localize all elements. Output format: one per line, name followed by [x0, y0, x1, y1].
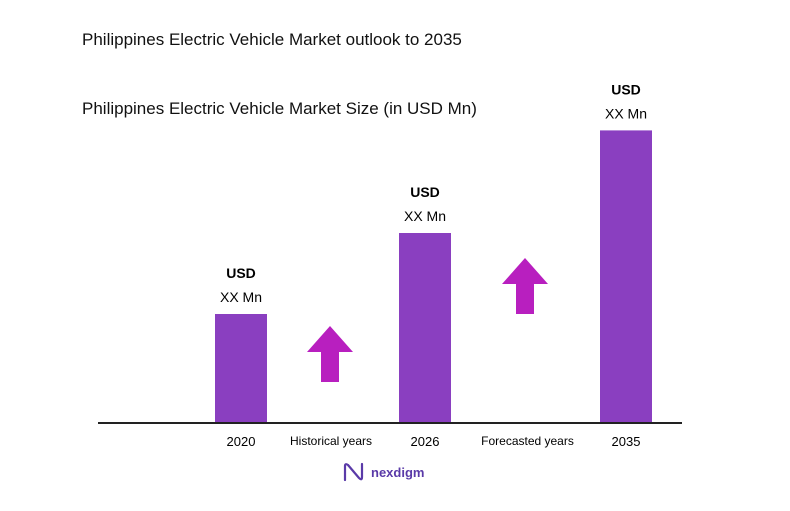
x-tick-label: 2035 — [612, 434, 641, 449]
period-label: Forecasted years — [481, 434, 574, 448]
growth-arrow-icon — [502, 258, 548, 314]
chart-subtitle: Philippines Electric Vehicle Market Size… — [82, 99, 477, 118]
value-label-bottom: XX Mn — [404, 208, 446, 224]
bar-2026 — [399, 233, 451, 422]
nexdigm-logo: nexdigm — [343, 462, 424, 482]
nexdigm-logo-icon — [343, 462, 364, 482]
chart-title: Philippines Electric Vehicle Market outl… — [82, 30, 462, 49]
period-label: Historical years — [290, 434, 372, 448]
x-tick-label: 2020 — [227, 434, 256, 449]
bar-2020 — [215, 314, 267, 422]
value-label-bottom: XX Mn — [605, 105, 647, 121]
bar-2035 — [600, 130, 652, 422]
x-tick-label: 2026 — [411, 434, 440, 449]
value-label-top: USD — [226, 265, 256, 281]
growth-arrow-icon — [307, 326, 353, 382]
logo-text: nexdigm — [371, 464, 425, 480]
value-label-bottom: XX Mn — [220, 289, 262, 305]
value-label-top: USD — [611, 81, 641, 97]
value-label-top: USD — [410, 184, 440, 200]
